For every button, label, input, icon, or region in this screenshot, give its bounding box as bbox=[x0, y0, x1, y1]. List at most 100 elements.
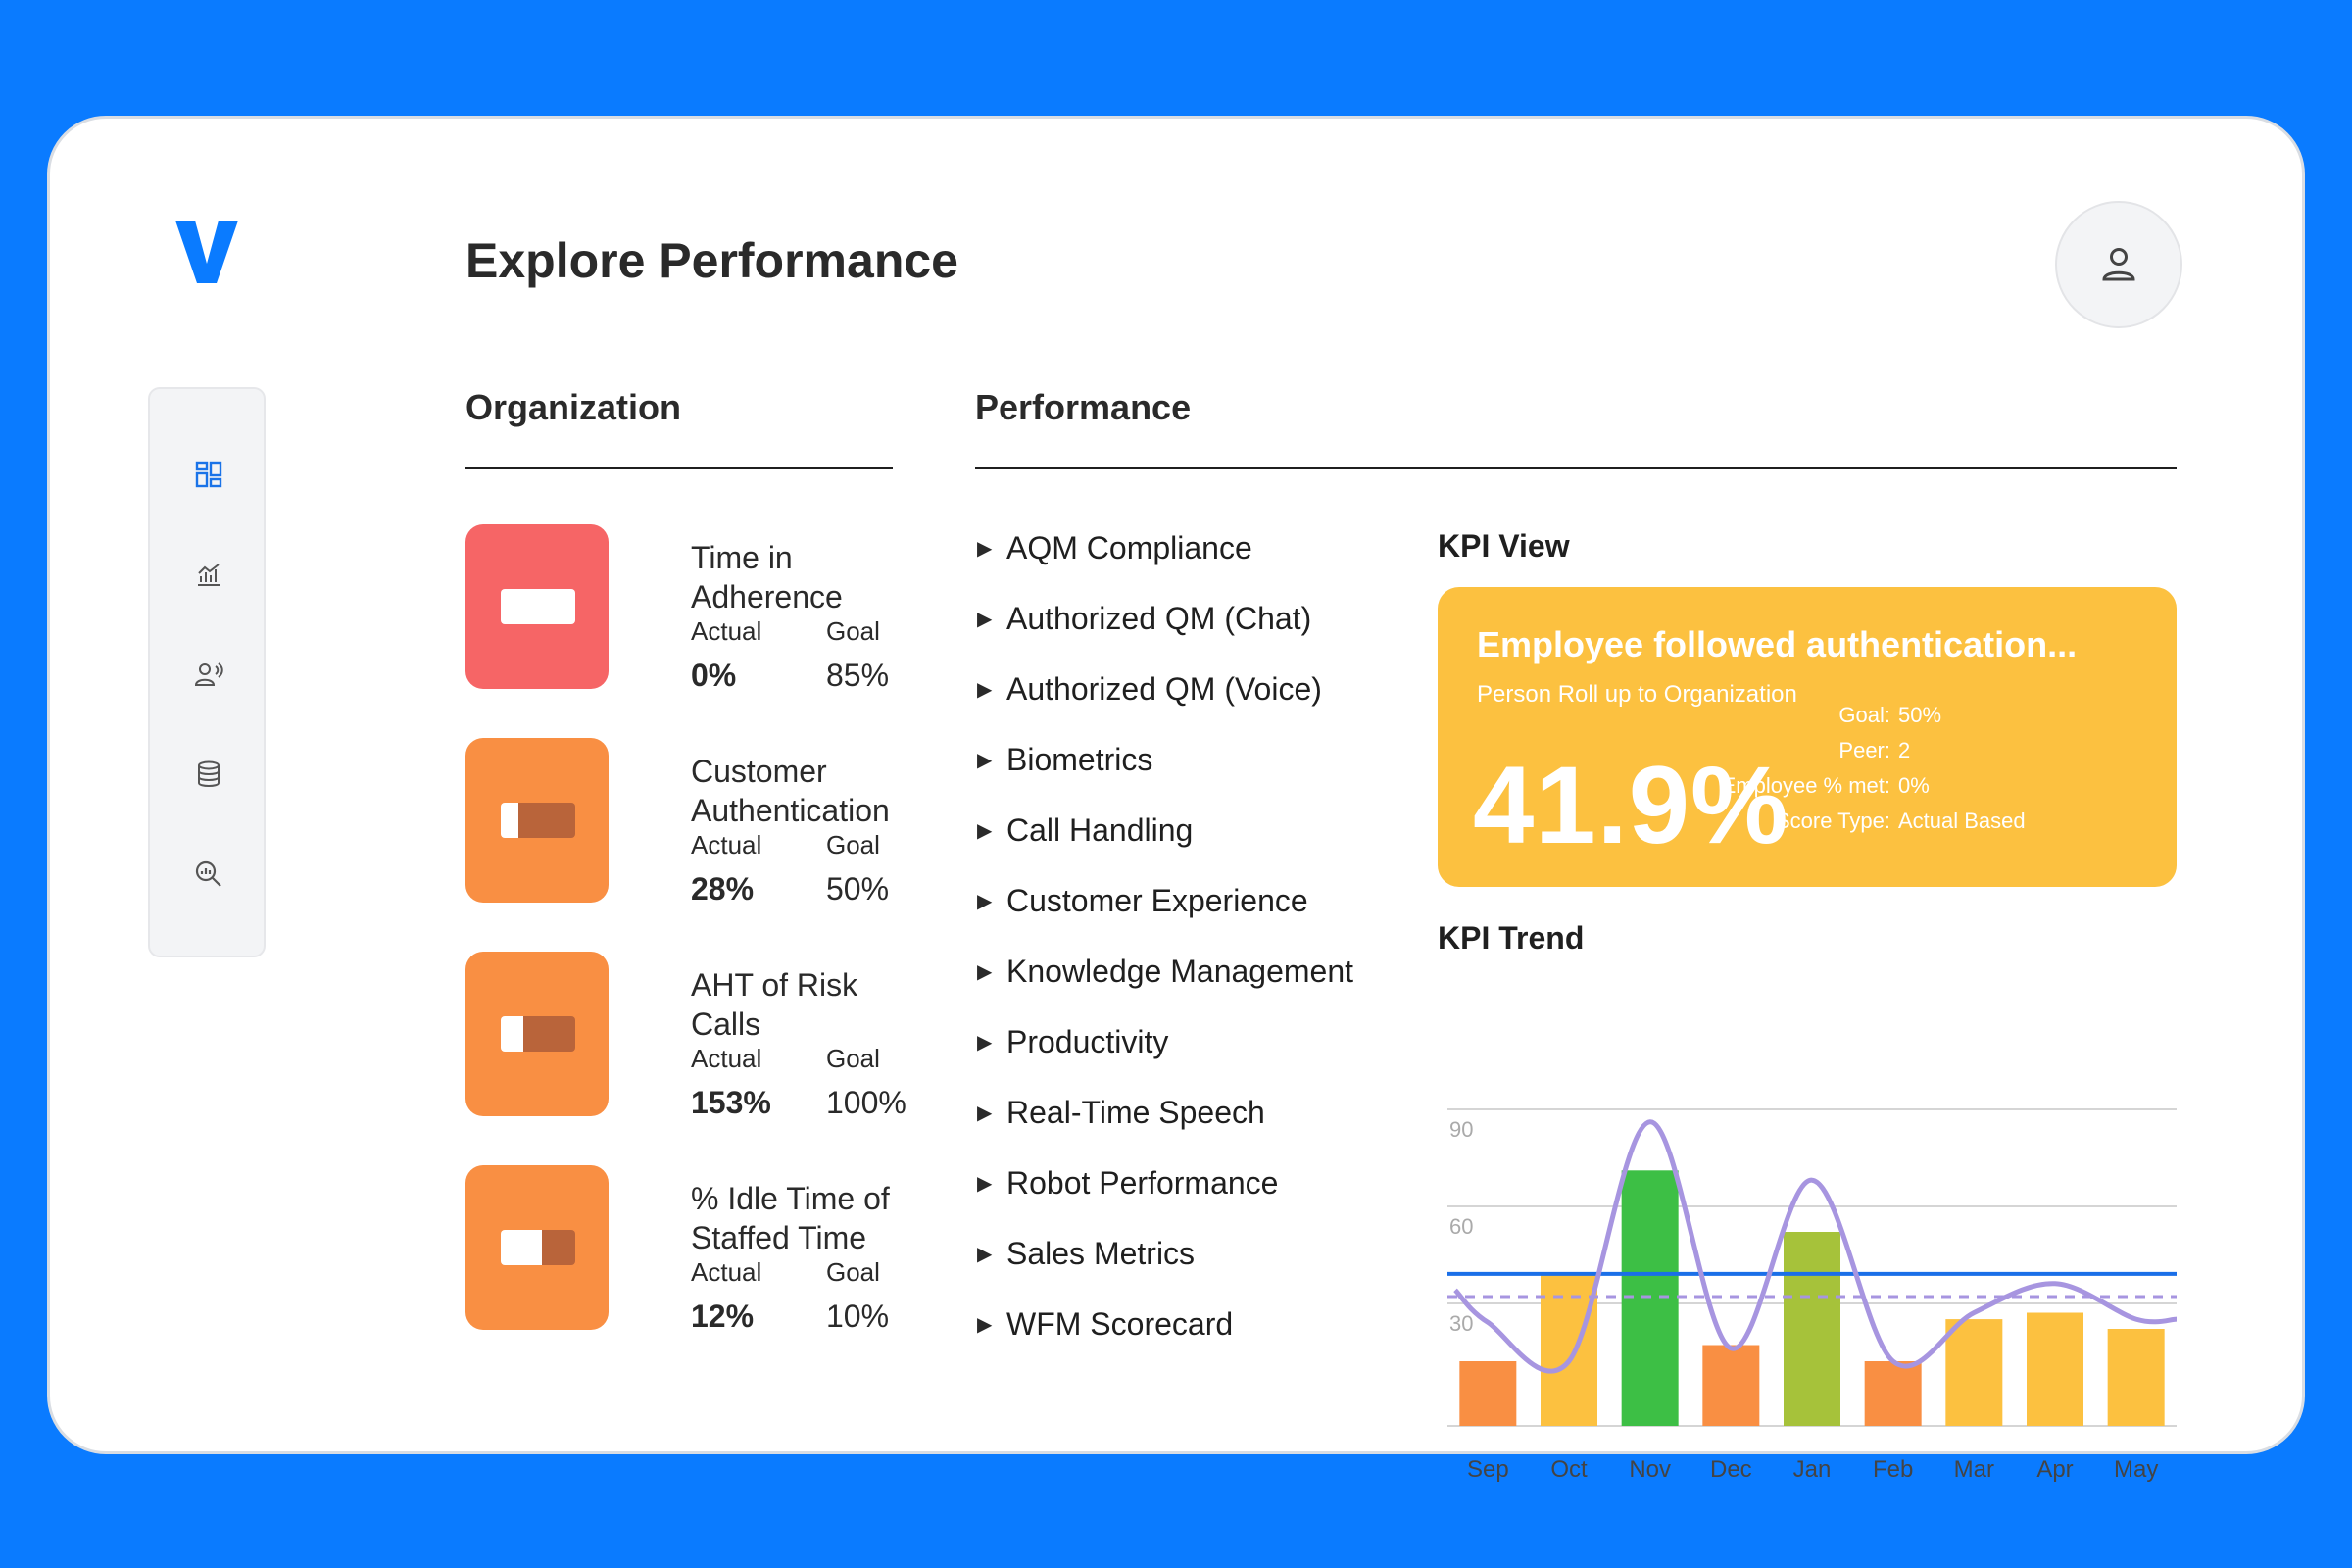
performance-item[interactable]: ▶ Customer Experience bbox=[977, 883, 1308, 919]
org-tile-icon[interactable] bbox=[466, 738, 609, 903]
performance-item-label: Authorized QM (Voice) bbox=[1006, 671, 1322, 707]
expand-arrow-icon[interactable]: ▶ bbox=[977, 750, 993, 771]
actual-label: Actual bbox=[691, 616, 762, 646]
progress-toggle-icon bbox=[501, 1230, 575, 1265]
kpi-goal-value: 50% bbox=[1898, 703, 1942, 727]
goal-value: 10% bbox=[826, 1298, 890, 1334]
chart-bar bbox=[2027, 1312, 2083, 1426]
x-tick-label: Sep bbox=[1467, 1456, 1509, 1483]
performance-item-label: AQM Compliance bbox=[1006, 530, 1252, 565]
user-profile-button[interactable] bbox=[2055, 201, 2182, 328]
kpi-peer-label: Peer: bbox=[1838, 738, 1890, 762]
dashboard-icon[interactable] bbox=[192, 458, 225, 491]
performance-item[interactable]: ▶ WFM Scorecard bbox=[977, 1306, 1233, 1343]
performance-item-label: Knowledge Management bbox=[1006, 954, 1354, 989]
performance-item-label: Biometrics bbox=[1006, 742, 1153, 777]
sidebar bbox=[148, 387, 266, 957]
x-tick-label: Mar bbox=[1954, 1456, 1994, 1483]
performance-title: Performance bbox=[975, 387, 1192, 427]
page-title: Explore Performance bbox=[466, 233, 958, 288]
y-tick-label: 60 bbox=[1449, 1214, 1473, 1239]
x-tick-label: Oct bbox=[1550, 1456, 1588, 1483]
org-tile-icon[interactable] bbox=[466, 952, 609, 1116]
actual-value: 12% bbox=[691, 1298, 755, 1334]
performance-item[interactable]: ▶ Knowledge Management bbox=[977, 954, 1353, 990]
progress-toggle-icon bbox=[501, 589, 575, 624]
speech-user-icon[interactable] bbox=[192, 658, 225, 691]
org-tile-name: % Idle Time of Staffed Time bbox=[691, 1181, 890, 1255]
org-tile-icon[interactable] bbox=[466, 1165, 609, 1330]
x-tick-label: Dec bbox=[1710, 1456, 1752, 1483]
expand-arrow-icon[interactable]: ▶ bbox=[977, 538, 993, 560]
goal-value: 50% bbox=[826, 871, 890, 906]
organization-title: Organization bbox=[466, 387, 682, 427]
analytics-icon[interactable] bbox=[192, 558, 225, 591]
actual-label: Actual bbox=[691, 1044, 762, 1073]
expand-arrow-icon[interactable]: ▶ bbox=[977, 1244, 993, 1265]
chart-bar bbox=[1621, 1170, 1679, 1426]
performance-item[interactable]: ▶ Sales Metrics bbox=[977, 1236, 1195, 1272]
kpi-trend-chart: 30 60 90 Sep Oct Nov Dec Jan Feb Mar Apr May bbox=[1447, 1108, 2178, 1483]
chart-bar bbox=[1459, 1361, 1517, 1426]
actual-label: Actual bbox=[691, 1257, 762, 1287]
trend-line bbox=[1453, 1119, 2178, 1374]
performance-item-label: WFM Scorecard bbox=[1006, 1306, 1234, 1342]
progress-toggle-icon bbox=[501, 1016, 575, 1052]
chart-bar bbox=[1702, 1345, 1760, 1426]
kpi-employee-met-value: 0% bbox=[1898, 773, 1930, 798]
actual-value: 153% bbox=[691, 1085, 771, 1120]
org-tile-icon[interactable] bbox=[466, 524, 609, 689]
expand-arrow-icon[interactable]: ▶ bbox=[977, 820, 993, 842]
performance-item[interactable]: ▶ Biometrics bbox=[977, 742, 1152, 778]
expand-arrow-icon[interactable]: ▶ bbox=[977, 1173, 993, 1195]
logo-icon bbox=[175, 220, 238, 283]
x-tick-label: Jan bbox=[1793, 1456, 1832, 1483]
performance-item[interactable]: ▶ Productivity bbox=[977, 1024, 1168, 1060]
chart-bar bbox=[2107, 1329, 2165, 1426]
kpi-employee-met-label: Employee % met: bbox=[1721, 773, 1890, 798]
kpi-goal-label: Goal: bbox=[1838, 703, 1890, 727]
kpi-score-type-value: Actual Based bbox=[1898, 808, 2026, 833]
performance-item-label: Robot Performance bbox=[1006, 1165, 1279, 1200]
performance-item[interactable]: ▶ Authorized QM (Chat) bbox=[977, 601, 1311, 637]
org-tile-name: Time in Adherence bbox=[691, 540, 843, 614]
goal-value: 100% bbox=[826, 1085, 906, 1120]
performance-item-label: Authorized QM (Chat) bbox=[1006, 601, 1312, 636]
actual-value: 0% bbox=[691, 658, 737, 693]
performance-item-label: Customer Experience bbox=[1006, 883, 1308, 918]
chart-bar bbox=[1784, 1232, 1840, 1426]
x-tick-label: Feb bbox=[1873, 1456, 1913, 1483]
y-tick-label: 30 bbox=[1449, 1311, 1473, 1336]
expand-arrow-icon[interactable]: ▶ bbox=[977, 1314, 993, 1336]
x-tick-label: Nov bbox=[1629, 1456, 1671, 1483]
expand-arrow-icon[interactable]: ▶ bbox=[977, 609, 993, 630]
performance-item[interactable]: ▶ Call Handling bbox=[977, 812, 1193, 849]
performance-item[interactable]: ▶ Robot Performance bbox=[977, 1165, 1278, 1201]
goal-label: Goal bbox=[826, 1257, 880, 1287]
actual-label: Actual bbox=[691, 830, 762, 859]
x-tick-label: Apr bbox=[2036, 1456, 2073, 1483]
expand-arrow-icon[interactable]: ▶ bbox=[977, 679, 993, 701]
kpi-peer-value: 2 bbox=[1898, 738, 1911, 762]
kpi-card[interactable]: Employee followed authentication... Pers… bbox=[1438, 587, 2177, 887]
kpi-view-heading: KPI View bbox=[1438, 528, 1570, 564]
performance-item-label: Sales Metrics bbox=[1006, 1236, 1196, 1271]
search-analytics-icon[interactable] bbox=[192, 858, 225, 891]
expand-arrow-icon[interactable]: ▶ bbox=[977, 891, 993, 912]
performance-item[interactable]: ▶ Real-Time Speech bbox=[977, 1095, 1265, 1131]
chart-bar bbox=[1945, 1319, 2003, 1426]
main-card: Explore Performance Organization Perform… bbox=[47, 116, 2305, 1483]
chart-bar bbox=[1541, 1273, 1597, 1426]
org-tile-name: AHT of Risk Calls bbox=[691, 967, 858, 1042]
goal-label: Goal bbox=[826, 1044, 880, 1073]
kpi-value: 41.9% bbox=[1473, 744, 1789, 866]
actual-value: 28% bbox=[691, 871, 755, 906]
expand-arrow-icon[interactable]: ▶ bbox=[977, 1032, 993, 1054]
performance-item[interactable]: ▶ Authorized QM (Voice) bbox=[977, 671, 1322, 708]
expand-arrow-icon[interactable]: ▶ bbox=[977, 961, 993, 983]
expand-arrow-icon[interactable]: ▶ bbox=[977, 1102, 993, 1124]
organization-divider bbox=[466, 467, 893, 469]
database-icon[interactable] bbox=[192, 758, 225, 791]
performance-item[interactable]: ▶ AQM Compliance bbox=[977, 530, 1252, 566]
y-tick-label: 90 bbox=[1449, 1117, 1473, 1142]
